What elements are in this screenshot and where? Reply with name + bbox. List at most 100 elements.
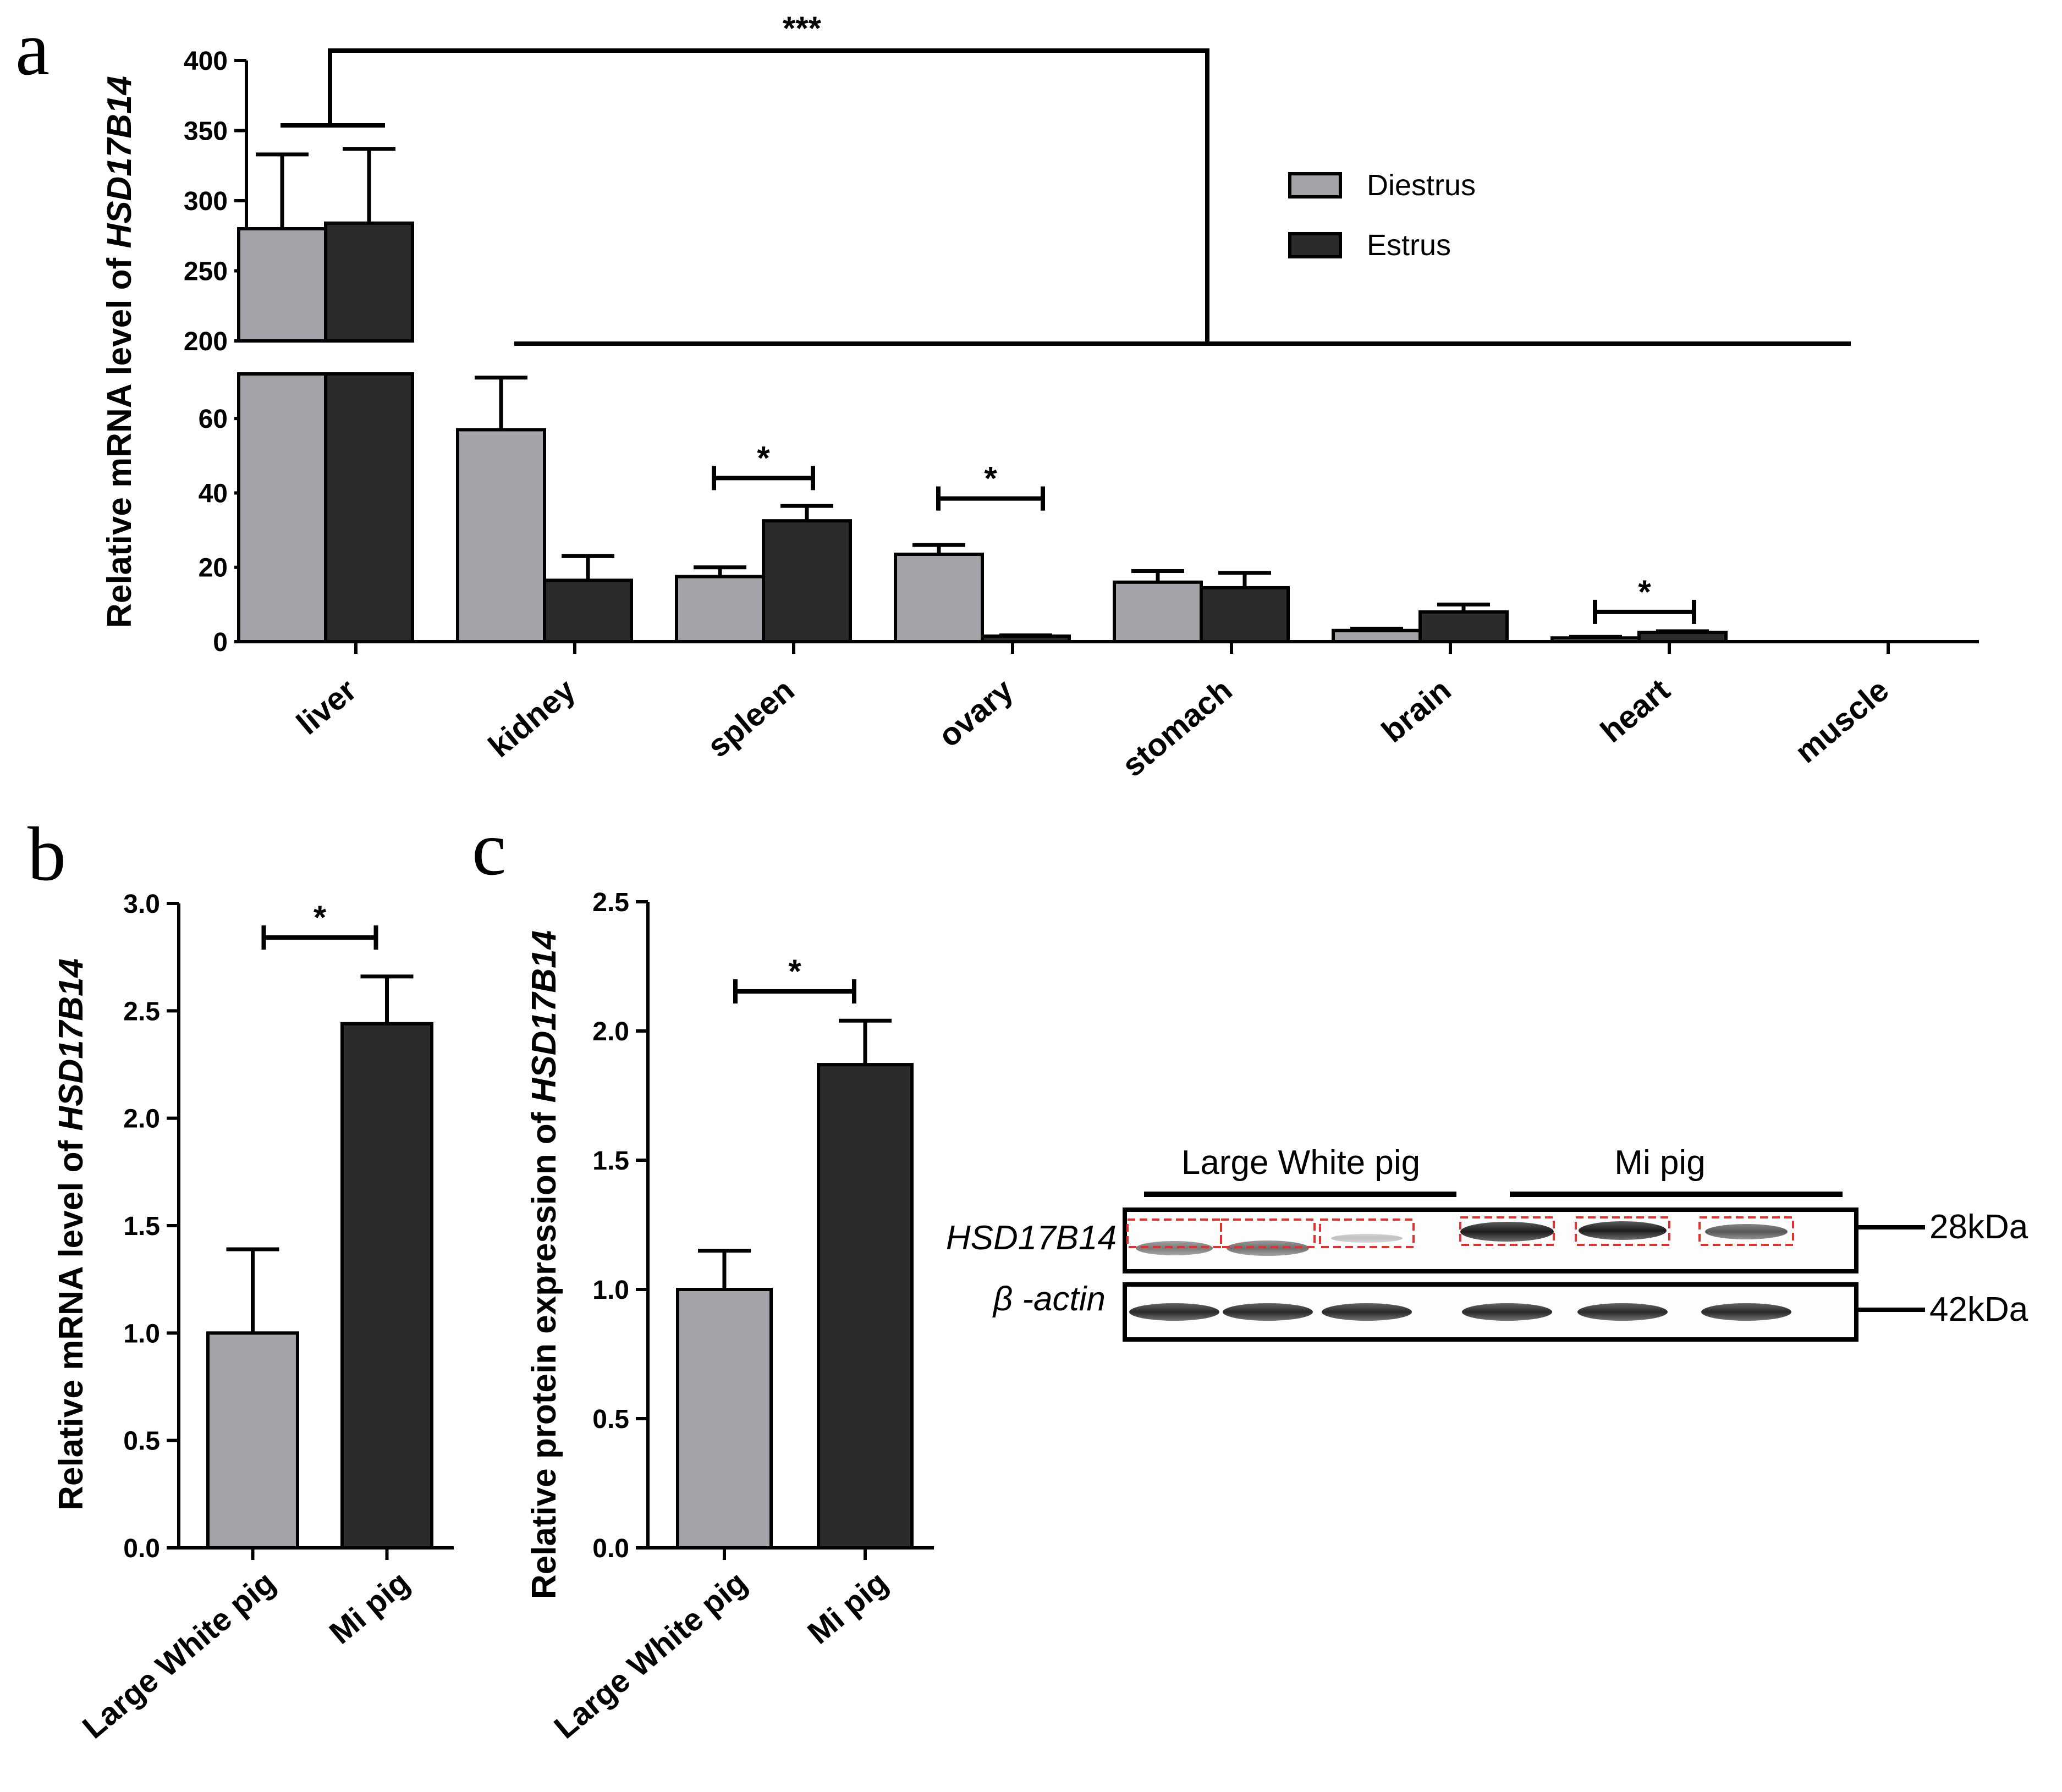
x-tick-label-heart: heart (1594, 672, 1676, 749)
y-tick-label: 1.0 (123, 1319, 160, 1348)
bar-brain-estrus (1418, 610, 1509, 644)
y-tick-label: 300 (184, 187, 228, 216)
blot-band-actin (1701, 1303, 1791, 1321)
bar-liver-estrus-upper (324, 221, 414, 343)
bar-mi-pig (817, 1063, 914, 1550)
blot-band-actin (1223, 1303, 1313, 1321)
error-bar-heart-estrus (1656, 629, 1709, 633)
y-tick-label: 0.5 (592, 1405, 629, 1434)
legend-label-estrus: Estrus (1367, 229, 1451, 262)
error-bar-brain-diestrus (1350, 626, 1403, 631)
blot-row-label-hsd17b14: HSD17B14 (946, 1219, 1117, 1257)
bar-stomach-diestrus (1113, 580, 1203, 644)
blot-bands (1126, 1216, 1794, 1321)
y-axis-label-a: Relative mRNA level of HSD17B14 (101, 76, 139, 628)
significance-bracket-liver-label: *** (783, 10, 822, 47)
y-tick-label: 0.0 (592, 1534, 629, 1563)
significance-panel-b (261, 925, 378, 950)
marker-label-42kda: 42kDa (1929, 1291, 2028, 1328)
panel-label-c: c (472, 806, 506, 891)
y-tick-label: 250 (184, 257, 228, 286)
error-bar-kidney-estrus (562, 554, 614, 581)
error-bar-ovary-diestrus (912, 543, 965, 555)
significance-panel-c-label: * (788, 953, 801, 990)
error-bar-liver-estrus (343, 147, 395, 223)
error-bar-stomach-estrus (1218, 571, 1271, 588)
x-tick-label-large-white-pig: Large White pig (76, 1564, 282, 1745)
bar-kidney-estrus (543, 578, 633, 644)
y-tick-label: 1.5 (592, 1146, 629, 1176)
legend-swatch-estrus (1288, 232, 1342, 258)
significance-bracket-liver (281, 48, 1851, 346)
marker-label-28kda: 28kDa (1929, 1208, 2028, 1246)
bar-heart-estrus (1637, 631, 1728, 644)
blot-band-hsd17b14 (1705, 1224, 1788, 1239)
error-bar-large-white-pig (698, 1249, 751, 1289)
x-tick-label-brain: brain (1375, 672, 1458, 749)
bar-large-white-pig (206, 1331, 299, 1550)
significance-panel-c (733, 979, 856, 1003)
blot-band-hsd17b14 (1331, 1234, 1403, 1243)
y-tick-label: 350 (184, 117, 228, 146)
y-tick-label: 40 (199, 479, 228, 508)
blot-band-hsd17b14 (1136, 1241, 1213, 1255)
y-tick-label: 2.5 (592, 888, 629, 917)
significance-heart (1593, 599, 1696, 624)
significance-spleen-label: * (757, 439, 770, 476)
y-tick-label: 2.0 (123, 1105, 160, 1134)
error-bar-spleen-diestrus (694, 565, 746, 577)
error-bar-mi-pig (360, 974, 414, 1024)
blot-band-actin (1462, 1303, 1552, 1321)
bar-brain-diestrus (1332, 628, 1422, 644)
error-bar-mi-pig (839, 1018, 892, 1065)
x-tick-label-kidney: kidney (482, 672, 582, 764)
panel-c-y-axis-label: Relative protein expression of HSD17B14 (525, 930, 563, 1599)
x-tick-label-muscle: muscle (1788, 672, 1895, 770)
y-tick-label: 0.0 (123, 1534, 160, 1563)
blot-band-hsd17b14 (1460, 1222, 1554, 1242)
x-tick-label-mi-pig: Mi pig (323, 1564, 416, 1651)
y-tick-label: 20 (199, 554, 228, 583)
x-tick-label-spleen: spleen (701, 672, 801, 764)
blot-band-actin (1129, 1303, 1219, 1321)
panel-a-legend: Diestrus Estrus (1288, 169, 1476, 262)
significance-ovary-label: * (984, 460, 997, 497)
blot-row-label-actin: β -actin (992, 1280, 1106, 1318)
y-tick-label: 400 (184, 47, 228, 76)
bar-stomach-estrus (1200, 586, 1290, 643)
legend-swatch-diestrus (1288, 172, 1342, 199)
x-tick-label-ovary: ovary (932, 672, 1020, 754)
y-tick-label: 1.5 (123, 1212, 160, 1241)
significance-spleen (712, 466, 815, 490)
x-tick-label-stomach: stomach (1115, 672, 1239, 784)
bar-kidney-diestrus (456, 428, 546, 643)
blot-band-actin (1322, 1303, 1412, 1321)
bar-ovary-diestrus (894, 553, 984, 643)
blot-band-hsd17b14 (1579, 1221, 1667, 1240)
y-tick-label: 3.0 (123, 890, 160, 919)
error-bar-heart-diestrus (1569, 635, 1622, 639)
blot-band-hsd17b14 (1227, 1240, 1309, 1256)
y-tick-label: 2.0 (592, 1017, 629, 1046)
bar-liver-estrus-lower (324, 372, 414, 643)
panel-b-y-axis-label: Relative mRNA level of HSD17B14 (52, 958, 90, 1510)
panel-a-chart: 0 20 40 60 200 250 300 350 400 Relative mRNA leve… (101, 10, 1979, 784)
blot-group-mi: Mi pig (1614, 1144, 1705, 1182)
y-tick-label: 2.5 (123, 997, 160, 1026)
y-tick-label: 200 (184, 327, 228, 356)
legend-label-diestrus: Diestrus (1367, 169, 1476, 202)
blot-group-large-white: Large White pig (1181, 1144, 1420, 1182)
y-tick-label: 60 (199, 405, 228, 434)
bar-large-white-pig (676, 1288, 773, 1550)
error-bar-liver-diestrus (256, 152, 309, 229)
panel-label-a: a (15, 6, 50, 91)
x-tick-label-large-white-pig: Large White pig (547, 1564, 754, 1745)
blot-band-actin (1577, 1303, 1668, 1321)
error-bar-spleen-estrus (780, 504, 833, 521)
error-bar-brain-estrus (1437, 602, 1490, 612)
error-bar-large-white-pig (226, 1247, 279, 1333)
bar-spleen-diestrus (675, 575, 765, 644)
y-tick-label: 0 (213, 628, 228, 657)
y-tick-label: 1.0 (592, 1276, 629, 1305)
